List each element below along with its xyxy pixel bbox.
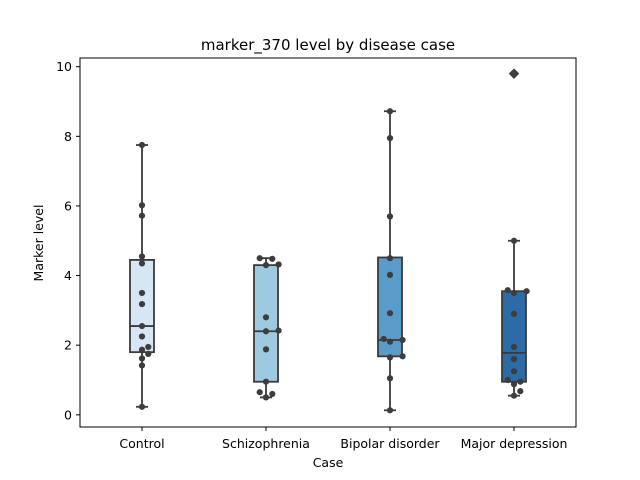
data-point: [138, 403, 146, 410]
data-point: [510, 343, 518, 351]
data-point: [504, 287, 511, 294]
data-point: [386, 255, 394, 262]
plot-frame: [79, 57, 577, 428]
data-point: [386, 338, 394, 345]
box-iqr: [253, 264, 279, 383]
chart-title: marker_370 level by disease case: [201, 36, 455, 55]
data-point: [510, 310, 518, 317]
data-point: [138, 212, 146, 219]
data-point: [138, 202, 146, 209]
data-point: [399, 353, 406, 360]
data-point: [138, 260, 146, 267]
data-point: [510, 356, 518, 363]
x-tick-label: Schizophrenia: [222, 436, 310, 451]
y-tick-label: 10: [56, 59, 72, 74]
data-point: [386, 271, 394, 278]
data-point: [380, 335, 387, 343]
data-point: [275, 327, 282, 334]
data-point: [138, 141, 146, 149]
y-axis-label: Marker level: [31, 205, 46, 282]
box-1: [253, 257, 279, 399]
data-point: [145, 343, 152, 351]
data-point: [510, 392, 518, 399]
data-point: [510, 70, 518, 77]
data-point: [138, 355, 146, 362]
data-point: [510, 368, 518, 375]
data-point: [138, 346, 146, 353]
data-point: [138, 362, 146, 369]
data-point: [262, 378, 270, 385]
data-point: [504, 376, 511, 384]
box-3: [501, 68, 527, 397]
data-point: [138, 333, 146, 340]
x-tick-label: Control: [119, 436, 164, 451]
data-point: [386, 354, 394, 361]
y-tick-label: 6: [64, 198, 72, 213]
data-point: [510, 237, 518, 244]
data-point: [386, 108, 394, 115]
y-axis: 0 2 4 6 8 10: [56, 59, 80, 422]
data-point: [138, 289, 146, 297]
data-point: [262, 314, 270, 321]
data-point: [262, 262, 270, 269]
data-point: [262, 328, 270, 335]
box-iqr: [501, 290, 527, 383]
data-point: [145, 350, 152, 357]
data-point: [386, 407, 394, 414]
data-points-group: [138, 70, 530, 414]
data-point: [138, 322, 146, 330]
data-point: [517, 388, 524, 395]
y-tick-label: 4: [64, 268, 72, 283]
x-tick-label: Bipolar disorder: [340, 436, 440, 451]
data-point: [510, 381, 518, 388]
data-point: [386, 213, 394, 220]
data-point: [138, 301, 146, 308]
data-point: [269, 390, 276, 398]
data-point: [386, 134, 394, 142]
data-point: [138, 253, 146, 260]
data-point: [510, 289, 518, 297]
data-point: [256, 389, 263, 396]
data-point: [523, 288, 530, 295]
data-point: [386, 310, 394, 317]
y-tick-label: 2: [64, 338, 72, 353]
data-point: [517, 378, 524, 385]
data-point: [262, 346, 270, 353]
data-point: [256, 255, 263, 262]
data-point: [269, 255, 276, 262]
data-point: [386, 375, 394, 382]
data-point: [262, 394, 270, 401]
x-axis-label: Case: [313, 455, 344, 470]
x-tick-label: Major depression: [461, 436, 568, 451]
data-point: [275, 261, 282, 268]
boxes-group: [129, 68, 527, 412]
x-axis: Control Schizophrenia Bipolar disorder Majo…: [119, 427, 567, 451]
y-tick-label: 0: [64, 407, 72, 422]
data-point: [399, 336, 406, 344]
y-tick-label: 8: [64, 129, 72, 144]
